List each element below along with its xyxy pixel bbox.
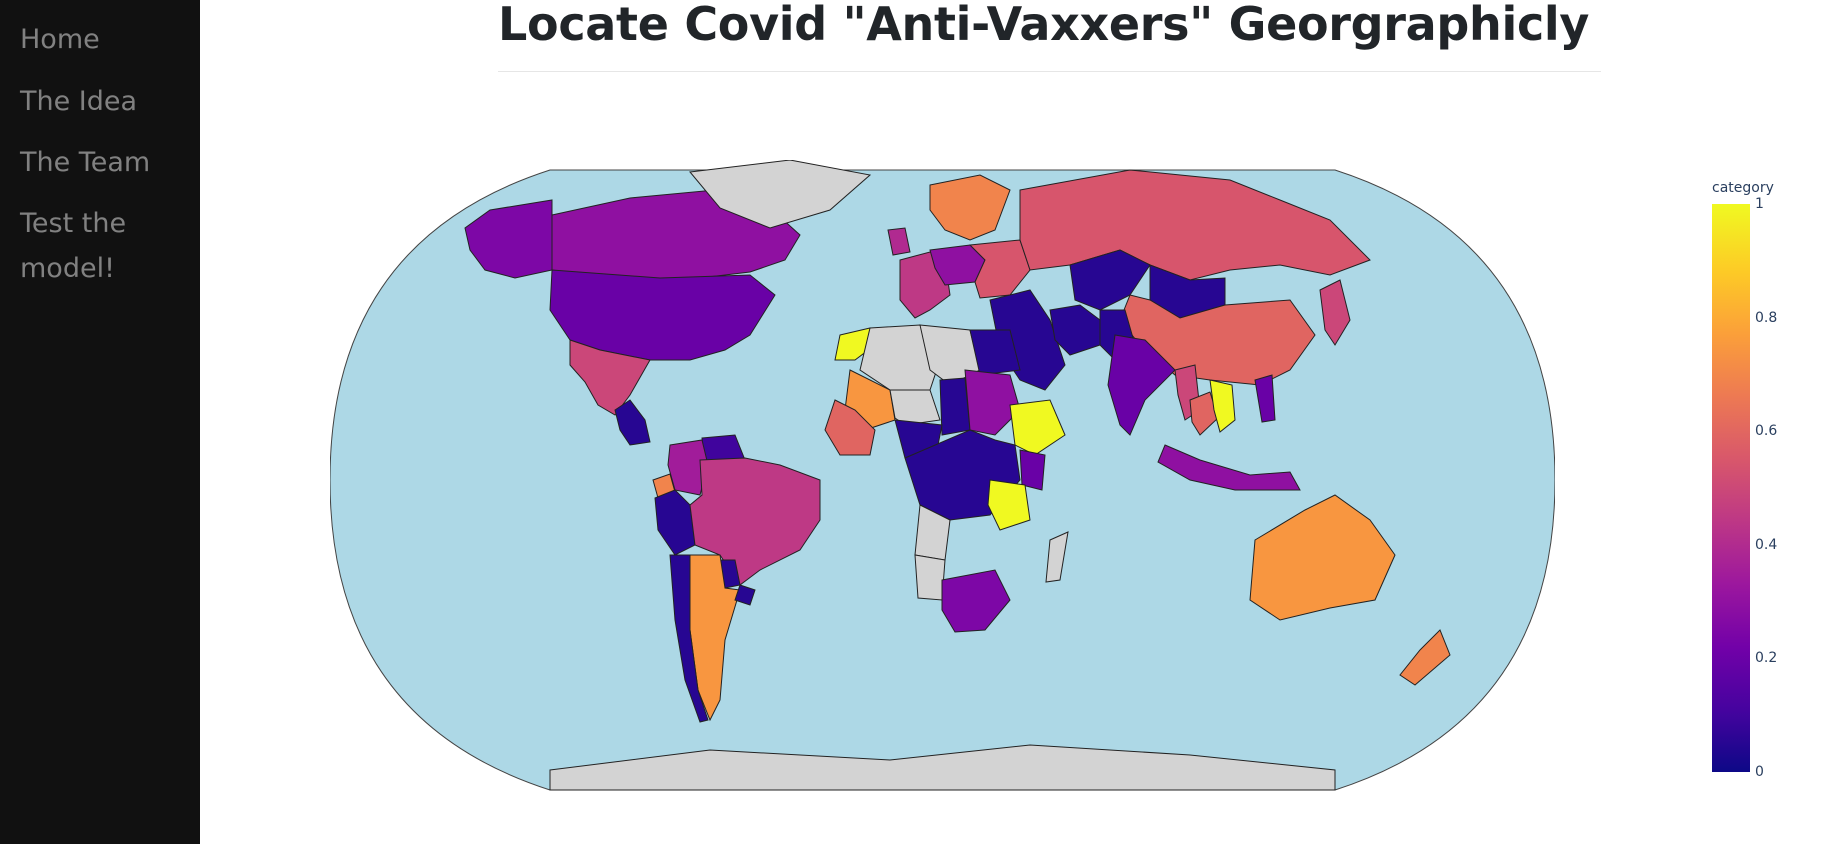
map-region-mexico[interactable] xyxy=(569,339,651,416)
map-region-chad[interactable] xyxy=(939,377,971,436)
colorbar-tick-label: 0 xyxy=(1755,764,1764,780)
map-region-indonesia[interactable] xyxy=(1157,444,1301,491)
colorbar-tick-label: 0.6 xyxy=(1755,423,1778,440)
map-region-brazil[interactable] xyxy=(689,457,821,586)
colorbar-tick-label: 1 xyxy=(1755,196,1764,212)
choropleth-map[interactable] xyxy=(329,159,1556,800)
sidebar-nav: Home The Idea The Team Test the model! xyxy=(0,0,200,844)
colorbar-tick-label: 0.8 xyxy=(1755,309,1778,326)
map-region-west-africa[interactable] xyxy=(824,399,876,456)
map-region-egypt[interactable] xyxy=(969,329,1021,376)
nav-link-home[interactable]: Home xyxy=(20,24,100,55)
map-region-sudan[interactable] xyxy=(964,369,1021,436)
map-region-united-states[interactable] xyxy=(549,269,776,361)
map-region-scandinavia[interactable] xyxy=(929,174,1011,241)
map-region-uk[interactable] xyxy=(887,227,911,256)
map-region-madagascar[interactable] xyxy=(1045,531,1069,583)
map-region-antarctica[interactable] xyxy=(549,744,1336,791)
map-region-namibia[interactable] xyxy=(914,554,946,601)
nav-link-the-team[interactable]: The Team xyxy=(20,147,151,178)
nav-link-the-idea[interactable]: The Idea xyxy=(20,86,138,117)
map-region-japan[interactable] xyxy=(1319,279,1351,346)
map-region-india[interactable] xyxy=(1107,334,1176,436)
map-region-greenland[interactable] xyxy=(689,159,872,229)
colorbar-title: category xyxy=(1712,180,1774,196)
map-region-philippines[interactable] xyxy=(1254,374,1276,423)
page-title: Locate Covid "Anti-Vaxxers" Georgraphicl… xyxy=(498,0,1590,51)
colorbar-gradient xyxy=(1712,204,1750,772)
map-region-alaska[interactable] xyxy=(464,199,553,279)
nav-link-test-the-model[interactable]: Test the model! xyxy=(20,208,127,284)
map-svg xyxy=(329,159,1556,791)
map-region-australia[interactable] xyxy=(1249,494,1396,621)
map-region-uruguay[interactable] xyxy=(734,584,756,606)
colorbar: category 0 0.2 0.4 0.6 0.8 1 xyxy=(1700,180,1820,780)
map-region-south-africa[interactable] xyxy=(941,569,1011,633)
map-region-ethiopia[interactable] xyxy=(1009,399,1066,456)
map-region-new-zealand[interactable] xyxy=(1399,629,1451,686)
map-region-kenya[interactable] xyxy=(1019,449,1046,491)
map-region-central-america[interactable] xyxy=(614,399,651,446)
title-divider xyxy=(498,71,1601,72)
map-region-thailand[interactable] xyxy=(1189,391,1219,436)
map-region-tanzania[interactable] xyxy=(987,479,1031,531)
colorbar-tick-label: 0.4 xyxy=(1755,536,1778,553)
colorbar-tick-label: 0.2 xyxy=(1755,650,1778,667)
map-region-colombia[interactable] xyxy=(667,439,709,496)
map-region-chile[interactable] xyxy=(669,554,709,723)
map-region-russia[interactable] xyxy=(1019,169,1371,281)
map-region-vietnam[interactable] xyxy=(1209,379,1236,433)
